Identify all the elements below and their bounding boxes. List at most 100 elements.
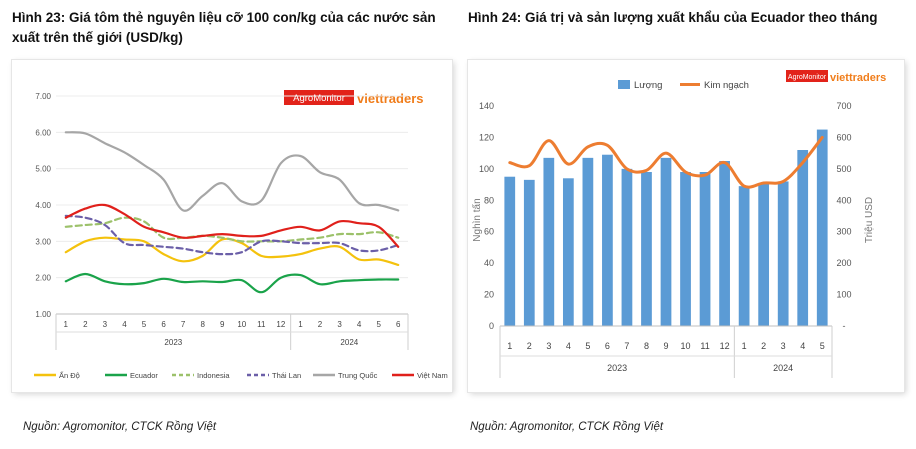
x-tick-label: 1 xyxy=(742,341,747,351)
x-tick-label: 7 xyxy=(624,341,629,351)
y2-tick-label: 400 xyxy=(836,195,851,205)
y-tick-label: 2.00 xyxy=(35,274,51,283)
chart-panel-ecuador-exports: AgroMonitor viettraders Lượng Kim ngạch 0… xyxy=(468,60,904,392)
legend-label: Trung Quốc xyxy=(338,371,378,380)
x-tick-label: 4 xyxy=(122,320,127,329)
x-tick-label: 5 xyxy=(142,320,147,329)
legend-label: Indonesia xyxy=(197,371,230,380)
legend-label: Ecuador xyxy=(130,371,158,380)
y-tick-label: 6.00 xyxy=(35,128,51,137)
x-tick-label: 6 xyxy=(605,341,610,351)
figure-24-title: Hình 24: Giá trị và sản lượng xuất khẩu … xyxy=(468,10,878,25)
x-tick-label: 5 xyxy=(585,341,590,351)
chart-panel-shrimp-prices: AgroMonitor viettraders 1.00 2.00 3.00 4.00… xyxy=(12,60,452,392)
legend-label: Ấn Độ xyxy=(59,370,80,380)
x-tick-label: 4 xyxy=(800,341,805,351)
agromonitor-logo-text: AgroMonitor xyxy=(788,74,827,81)
agromonitor-logo-box xyxy=(786,70,828,82)
x-tick-label: 7 xyxy=(181,320,186,329)
legend-label: Kim ngạch xyxy=(704,80,749,91)
year-group-label: 2024 xyxy=(340,338,358,347)
legend: Lượng Kim ngạch xyxy=(618,80,749,91)
series-line xyxy=(64,272,400,294)
y2-tick-label: 600 xyxy=(836,132,851,142)
x-tick-label: 6 xyxy=(161,320,166,329)
legend-label: Lượng xyxy=(634,80,662,91)
x-tick-label: 5 xyxy=(820,341,825,351)
figure-23-source: Nguồn: Agromonitor, CTCK Rồng Việt xyxy=(23,421,217,433)
x-tick-label: 9 xyxy=(663,341,668,351)
bar xyxy=(543,157,555,326)
bar xyxy=(816,129,828,326)
bar xyxy=(777,181,789,326)
x-tick-label: 3 xyxy=(103,320,108,329)
y-tick-label: 40 xyxy=(484,258,494,268)
x-tick-label: 11 xyxy=(257,320,266,329)
series-line xyxy=(64,131,400,212)
series-line xyxy=(64,203,400,248)
left-y-axis-label: Nghìn tấn xyxy=(471,198,483,241)
shrimp-price-line-chart: AgroMonitor viettraders 1.00 2.00 3.00 4.00… xyxy=(34,90,448,380)
x-tick-label: 6 xyxy=(396,320,401,329)
year-group-label: 2023 xyxy=(607,363,627,373)
legend-label: Việt Nam xyxy=(417,371,448,380)
year-group-label: 2024 xyxy=(773,363,793,373)
y2-tick-label: 300 xyxy=(836,227,851,237)
agromonitor-logo-box xyxy=(284,90,354,105)
y-tick-label: 60 xyxy=(484,227,494,237)
y-tick-label: 4.00 xyxy=(35,201,51,210)
bar xyxy=(758,183,770,326)
x-tick-label: 12 xyxy=(276,320,285,329)
x-tick-label: 12 xyxy=(720,341,730,351)
y-tick-label: 120 xyxy=(479,132,494,142)
y-axis-ticks: 1.00 2.00 3.00 4.00 5.00 6.00 7.00 xyxy=(35,92,51,319)
y-tick-label: 3.00 xyxy=(35,237,51,246)
y2-tick-label: 100 xyxy=(836,290,851,300)
x-tick-label: 11 xyxy=(700,341,709,351)
y2-tick-label: 500 xyxy=(836,164,851,174)
x-tick-label: 9 xyxy=(220,320,225,329)
right-y-axis-ticks: - 100 200 300 400 500 600 700 xyxy=(836,101,851,331)
y-tick-label: 0 xyxy=(489,321,494,331)
x-tick-label: 2 xyxy=(318,320,323,329)
bar xyxy=(602,154,613,326)
x-tick-label: 1 xyxy=(64,320,69,329)
bar xyxy=(680,172,691,326)
x-tick-label: 5 xyxy=(376,320,381,329)
x-tick-label: 4 xyxy=(357,320,362,329)
x-tick-label: 2 xyxy=(761,341,766,351)
bar xyxy=(797,150,809,326)
bar-series xyxy=(504,129,828,326)
series-line xyxy=(64,214,400,256)
bar xyxy=(699,172,711,326)
y2-tick-label: 700 xyxy=(836,101,851,111)
bar xyxy=(641,172,652,326)
x-tick-label: 10 xyxy=(681,341,691,351)
x-tick-label: 2 xyxy=(83,320,88,329)
bar xyxy=(562,178,574,326)
y-tick-label: 20 xyxy=(484,290,494,300)
y2-tick-label: 200 xyxy=(836,258,851,268)
series-lines xyxy=(64,131,400,294)
viettraders-logo-text: viettraders xyxy=(357,91,423,106)
y-tick-label: 100 xyxy=(479,164,494,174)
ecuador-export-combo-chart: AgroMonitor viettraders Lượng Kim ngạch 0… xyxy=(471,70,886,378)
x-tick-label: 8 xyxy=(644,341,649,351)
series-line xyxy=(508,135,824,189)
viettraders-logo-text: viettraders xyxy=(830,72,886,84)
x-tick-label: 3 xyxy=(546,341,551,351)
x-tick-label: 10 xyxy=(237,320,246,329)
bar xyxy=(738,186,750,326)
left-y-axis-ticks: 0 20 40 60 80 100 120 140 xyxy=(479,101,494,331)
x-tick-label: 4 xyxy=(566,341,571,351)
x-tick-label: 3 xyxy=(337,320,342,329)
bar xyxy=(621,168,633,326)
figure-23-title: Hình 23: Giá tôm thẻ nguyên liệu cỡ 100 … xyxy=(12,10,436,45)
bar xyxy=(660,157,672,326)
bar xyxy=(719,161,730,326)
bar xyxy=(523,179,535,326)
year-group-label: 2023 xyxy=(164,338,182,347)
y-tick-label: 5.00 xyxy=(35,165,51,174)
legend-swatch-bar xyxy=(618,80,630,89)
